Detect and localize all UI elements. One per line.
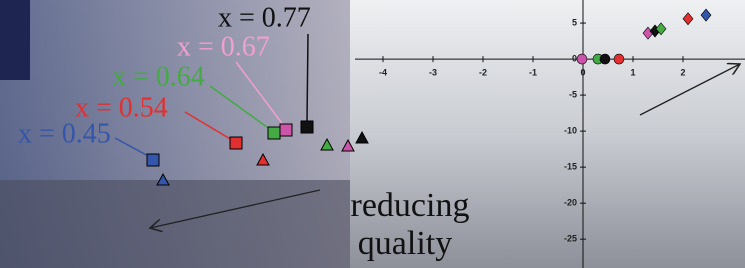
marker — [268, 127, 280, 139]
marker — [230, 137, 242, 149]
point — [614, 54, 624, 64]
x-tick-label: -2 — [479, 67, 487, 77]
y-tick-label: 0 — [572, 53, 577, 63]
x-tick-label: 0 — [580, 67, 585, 77]
label: x = 0.67 — [177, 31, 270, 62]
y-tick-label: -10 — [564, 125, 577, 135]
x-tick-label: 2 — [680, 67, 685, 77]
label: x = 0.54 — [75, 92, 168, 123]
x-tick-label: -3 — [429, 67, 437, 77]
y-tick-label: -20 — [564, 198, 577, 208]
background-ground — [0, 180, 350, 268]
leader — [307, 34, 308, 122]
point — [600, 54, 610, 64]
y-tick-label: -15 — [564, 162, 577, 172]
marker — [147, 154, 159, 166]
point — [577, 54, 587, 64]
background-band — [0, 0, 30, 80]
x-tick-label: 1 — [630, 67, 635, 77]
y-tick-label: -5 — [569, 89, 577, 99]
marker — [280, 124, 292, 136]
figure: x = 0.45 x = 0.54 x = 0.64 x = 0.67 x = … — [0, 0, 745, 268]
x-tick-label: -4 — [379, 67, 387, 77]
marker — [301, 121, 313, 133]
label: x = 0.77 — [218, 2, 311, 33]
y-tick-label: 5 — [572, 17, 577, 27]
annotation: quality — [358, 225, 452, 262]
label: x = 0.64 — [112, 61, 205, 92]
x-tick-label: -1 — [529, 67, 537, 77]
y-tick-label: -25 — [564, 234, 577, 244]
annotation: reducing — [351, 187, 470, 224]
